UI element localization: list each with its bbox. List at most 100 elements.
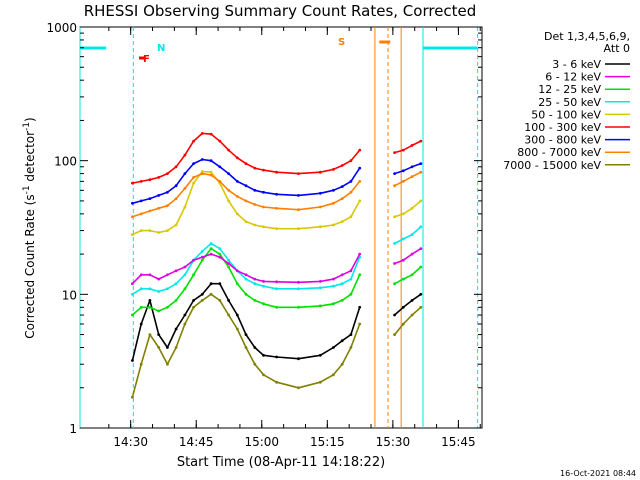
- series-line: [131, 242, 361, 295]
- data-point: [148, 273, 152, 277]
- data-point: [174, 184, 178, 188]
- data-point: [358, 180, 362, 183]
- data-point: [139, 322, 143, 326]
- data-point: [166, 273, 169, 277]
- data-point: [410, 299, 414, 302]
- data-point: [318, 170, 322, 174]
- data-point: [262, 225, 265, 229]
- data-point: [419, 305, 423, 309]
- data-point: [218, 255, 222, 259]
- data-point: [393, 184, 396, 188]
- y-axis-label-part: ): [23, 117, 37, 122]
- data-point: [235, 327, 239, 331]
- data-point: [148, 287, 152, 291]
- data-point: [349, 269, 353, 273]
- x-tick-label: 14:45: [179, 435, 214, 449]
- data-point: [332, 346, 335, 349]
- data-point: [349, 159, 353, 163]
- data-point: [157, 176, 161, 179]
- data-point: [218, 299, 222, 302]
- data-point: [166, 305, 169, 309]
- data-point: [340, 273, 344, 277]
- series-line: [394, 140, 422, 154]
- data-point: [244, 292, 248, 296]
- data-point: [148, 197, 152, 201]
- data-point: [157, 206, 161, 210]
- data-point: [401, 305, 405, 309]
- data-point: [253, 346, 257, 349]
- data-point: [358, 252, 362, 256]
- data-point: [244, 333, 248, 336]
- data-point: [358, 199, 362, 203]
- x-tick-label: 15:00: [244, 435, 279, 449]
- data-point: [200, 258, 204, 262]
- data-point: [401, 237, 405, 241]
- data-point: [209, 292, 213, 296]
- series-layer: [131, 132, 423, 399]
- data-point: [401, 212, 405, 216]
- data-point: [393, 313, 396, 317]
- data-point: [244, 199, 248, 203]
- data-point: [410, 313, 414, 317]
- data-point: [332, 284, 335, 288]
- data-point: [131, 282, 134, 286]
- data-point: [166, 362, 169, 366]
- data-point: [166, 287, 169, 291]
- data-point: [157, 277, 161, 281]
- data-point: [183, 205, 187, 209]
- y-tick-label: 1000: [46, 21, 77, 35]
- data-point: [227, 172, 231, 176]
- legend-label: 800 - 7000 keV: [517, 146, 601, 159]
- data-point: [318, 225, 322, 229]
- data-point: [332, 201, 335, 205]
- data-point: [393, 215, 396, 219]
- data-point: [218, 139, 222, 143]
- data-point: [262, 284, 265, 288]
- data-point: [275, 355, 278, 359]
- data-point: [253, 223, 257, 227]
- data-point: [332, 277, 335, 281]
- data-point: [218, 252, 222, 256]
- data-point: [340, 197, 344, 201]
- data-point: [410, 165, 414, 169]
- data-point: [174, 282, 178, 286]
- data-point: [235, 282, 239, 286]
- data-point: [393, 151, 396, 155]
- data-point: [131, 359, 134, 362]
- series-line: [394, 293, 422, 316]
- data-point: [410, 175, 414, 179]
- data-point: [318, 380, 322, 384]
- data-point: [340, 220, 344, 224]
- legend-label: 6 - 12 keV: [545, 71, 601, 84]
- data-point: [275, 280, 278, 284]
- data-point: [227, 265, 231, 269]
- data-point: [244, 273, 248, 277]
- data-point: [166, 190, 169, 194]
- data-point: [253, 299, 257, 302]
- data-point: [183, 273, 187, 277]
- y-axis-label: Corrected Count Rate (s-1 detector-1): [22, 117, 37, 338]
- data-point: [235, 313, 239, 317]
- series-line: [394, 171, 422, 187]
- data-point: [401, 148, 405, 152]
- data-point: [192, 258, 196, 262]
- legend-label: 100 - 300 keV: [524, 121, 601, 134]
- legend-header: Det 1,3,4,5,6,9,: [544, 30, 630, 43]
- data-point: [139, 180, 143, 183]
- data-point: [393, 262, 396, 265]
- x-tick-label: 15:15: [310, 435, 345, 449]
- data-point: [275, 287, 278, 291]
- y-tick-label: 1: [69, 422, 77, 436]
- data-point: [174, 223, 178, 227]
- data-point: [218, 165, 222, 169]
- data-point: [340, 339, 344, 343]
- data-point: [410, 206, 414, 210]
- data-point: [139, 305, 143, 309]
- data-point: [209, 242, 213, 245]
- data-point: [192, 176, 196, 179]
- series-line: [394, 266, 422, 285]
- data-point: [275, 380, 278, 384]
- x-tick-label: 15:45: [441, 435, 476, 449]
- data-point: [218, 180, 222, 183]
